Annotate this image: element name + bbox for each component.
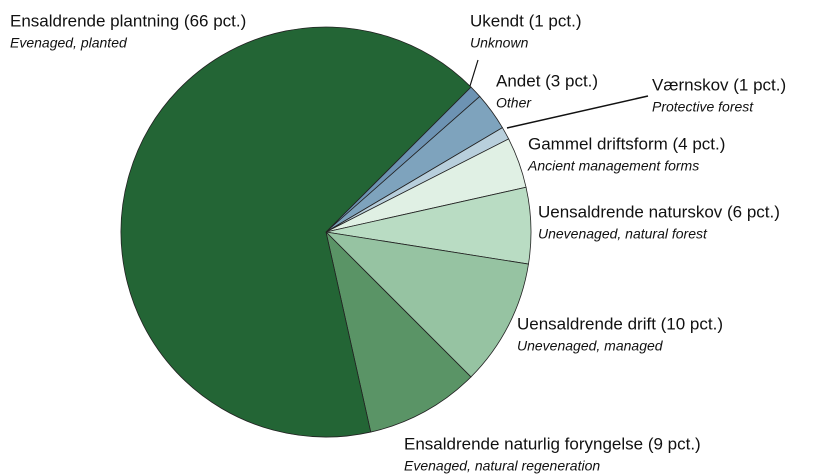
slice-sublabel: Unevenaged, natural forest [538, 226, 708, 242]
slice-label: Uensaldrende naturskov (6 pct.) [538, 202, 780, 221]
slice-label: Ensaldrende plantning (66 pct.) [10, 11, 246, 30]
slice-label: Ukendt (1 pct.) [470, 11, 582, 30]
slice-sublabel: Unevenaged, managed [517, 338, 664, 354]
leader-line [506, 95, 649, 129]
slice-sublabel: Other [496, 95, 532, 111]
pie-slice [325, 230, 472, 433]
slice-label: Gammel driftsform (4 pct.) [528, 134, 725, 153]
slice-sublabel: Evenaged, planted [10, 35, 128, 51]
slice-sublabel: Unknown [470, 35, 529, 51]
slice-sublabel: Protective forest [652, 99, 754, 115]
slice-label: Værnskov (1 pct.) [652, 75, 786, 94]
leader-line [469, 59, 479, 87]
slice-sublabel: Ancient management forms [527, 158, 699, 174]
pie-slice [120, 26, 472, 438]
pie-slice [324, 231, 529, 378]
slice-label: Uensaldrende drift (10 pct.) [517, 314, 723, 333]
slice-label: Ensaldrende naturlig foryngelse (9 pct.) [404, 434, 701, 453]
slice-label: Andet (3 pct.) [496, 71, 598, 90]
slice-sublabel: Evenaged, natural regeneration [404, 458, 600, 474]
